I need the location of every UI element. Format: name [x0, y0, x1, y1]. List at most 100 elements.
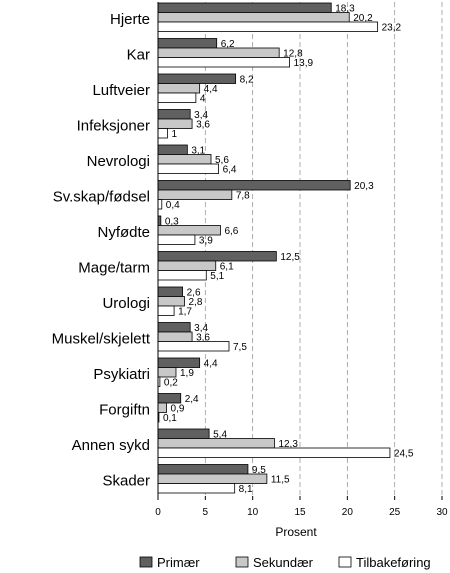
data-label: 18,3 — [335, 3, 355, 14]
data-label: 3,6 — [196, 332, 210, 343]
data-label: 12,3 — [278, 439, 298, 450]
bar — [157, 305, 175, 316]
bar — [157, 286, 184, 297]
bar — [157, 163, 219, 174]
bar — [157, 180, 351, 191]
bar — [157, 2, 332, 13]
bar — [157, 251, 277, 262]
x-tick-label: 25 — [389, 507, 401, 518]
data-label: 2,6 — [187, 287, 201, 298]
bar — [157, 199, 163, 210]
data-label: 6,1 — [220, 261, 234, 272]
bar — [157, 234, 196, 245]
bar — [157, 473, 268, 484]
x-tick-label: 30 — [436, 507, 448, 518]
bar — [157, 225, 221, 236]
bar — [157, 367, 177, 378]
bars: 18,320,223,26,212,813,98,24,443,43,613,1… — [157, 2, 414, 495]
legend-label: Sekundær — [253, 555, 314, 570]
data-label: 20,3 — [354, 181, 374, 192]
data-label: 0,9 — [171, 403, 185, 414]
legend-label: Tilbakeføring — [356, 555, 431, 570]
category-label: Nevrologi — [87, 153, 150, 170]
bar — [157, 57, 290, 68]
legend: Primær Sekundær Tilbakeføring — [139, 555, 431, 570]
category-label: Forgiftn — [99, 402, 150, 419]
data-label: 20,2 — [353, 13, 373, 24]
data-label: 7,5 — [233, 342, 247, 353]
category-label: Infeksjoner — [77, 118, 150, 135]
x-axis: 0 5 10 15 20 25 30 — [155, 2, 448, 518]
data-label: 6,2 — [221, 39, 235, 50]
bar — [157, 483, 236, 494]
x-axis-title: Prosent — [275, 525, 317, 539]
bar — [157, 341, 230, 352]
data-label: 8,2 — [240, 74, 254, 85]
bar — [157, 154, 212, 165]
category-label: Sv.skap/fødsel — [53, 189, 150, 206]
category-label: Muskel/skjelett — [52, 331, 151, 348]
bar — [157, 118, 193, 129]
data-label: 3,6 — [196, 119, 210, 130]
data-label: 3,4 — [194, 110, 208, 121]
x-tick-label: 5 — [203, 507, 209, 518]
legend-swatch — [139, 556, 153, 568]
bar — [157, 21, 379, 32]
data-label: 6,4 — [223, 164, 237, 175]
bar — [157, 92, 197, 103]
bar — [157, 438, 275, 449]
bar — [157, 296, 185, 307]
data-label: 3,9 — [199, 235, 213, 246]
data-label: 0,1 — [163, 413, 177, 424]
data-label: 1,7 — [178, 306, 192, 317]
data-label: 5,6 — [215, 155, 229, 166]
data-label: 24,5 — [394, 448, 414, 459]
data-label: 4,4 — [204, 84, 218, 95]
bar — [157, 109, 191, 120]
data-label: 2,8 — [189, 297, 203, 308]
data-label: 3,1 — [191, 145, 205, 156]
x-tick-label: 0 — [155, 507, 161, 518]
bar — [157, 260, 217, 271]
data-label: 5,4 — [213, 429, 227, 440]
bar — [157, 270, 207, 281]
bar — [157, 73, 237, 84]
data-label: 4,4 — [204, 358, 218, 369]
data-label: 3,4 — [194, 323, 208, 334]
data-label: 0,2 — [164, 377, 178, 388]
bar — [157, 428, 210, 439]
data-label: 11,5 — [271, 474, 290, 485]
data-label: 0,3 — [165, 216, 179, 227]
bar — [157, 393, 182, 404]
data-label: 8,1 — [239, 484, 253, 495]
category-label: Kar — [127, 47, 150, 64]
bar — [157, 38, 218, 49]
legend-swatch — [338, 556, 352, 568]
category-label: Psykiatri — [93, 366, 150, 383]
category-label: Luftveier — [92, 82, 150, 99]
gridlines — [204, 2, 443, 496]
bar — [157, 47, 280, 58]
category-label: Hjerte — [110, 11, 150, 28]
data-label: 5,1 — [210, 271, 224, 282]
bar — [157, 83, 201, 94]
bar — [157, 322, 191, 333]
data-label: 12,5 — [280, 252, 300, 263]
bar — [157, 402, 167, 413]
x-tick-label: 20 — [342, 507, 354, 518]
category-label: Skader — [102, 473, 150, 490]
data-label: 0,4 — [166, 200, 180, 211]
data-label: 2,4 — [185, 394, 199, 405]
data-label: 6,6 — [224, 226, 238, 237]
data-label: 9,5 — [252, 465, 266, 476]
legend-swatch — [235, 556, 249, 568]
bar — [157, 128, 168, 139]
x-tick-label: 10 — [247, 507, 259, 518]
legend-label: Primær — [157, 555, 200, 570]
bar — [157, 189, 233, 200]
bar — [157, 357, 201, 368]
data-label: 1 — [171, 129, 177, 140]
data-label: 4 — [200, 93, 206, 104]
category-label: Urologi — [102, 295, 150, 312]
